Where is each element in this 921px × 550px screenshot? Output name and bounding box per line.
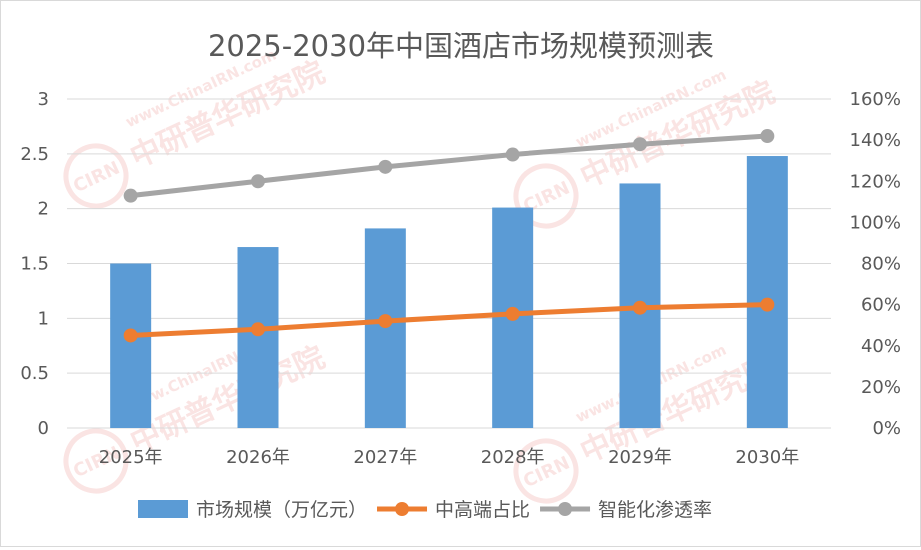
line-point [633, 137, 647, 152]
legend-marker [558, 502, 573, 516]
x-tick-label: 2030年 [735, 447, 799, 468]
legend-label: 市场规模（万亿元） [196, 499, 367, 521]
right-tick-label: 100% [850, 212, 901, 233]
left-axis-ticks: 0 0.5 1 1.5 2 2.5 3 [20, 89, 49, 439]
legend-marker [395, 502, 410, 516]
right-tick-label: 80% [861, 254, 901, 275]
watermark-logo-ring [63, 143, 129, 209]
bar-series [110, 156, 788, 428]
line-point [760, 297, 775, 312]
line-point [505, 147, 520, 162]
bar [746, 156, 788, 428]
watermark-logo-ring [63, 428, 129, 494]
line-point [123, 188, 138, 203]
legend: 市场规模（万亿元） 中高端占比 智能化渗透率 [138, 499, 712, 521]
x-tick-label: 2028年 [481, 447, 545, 468]
right-tick-label: 120% [850, 171, 901, 192]
x-tick-label: 2026年 [226, 447, 290, 468]
right-tick-label: 20% [861, 377, 901, 398]
left-tick-label: 0 [38, 418, 49, 439]
left-tick-label: 2 [38, 199, 49, 220]
left-tick-label: 1.5 [20, 254, 49, 275]
line-point [760, 129, 775, 144]
right-tick-label: 40% [861, 336, 901, 357]
left-tick-label: 1 [38, 308, 49, 329]
line-point [505, 306, 520, 321]
right-tick-label: 140% [850, 130, 901, 151]
right-tick-label: 0% [872, 418, 901, 439]
x-axis-ticks: 2025年 2026年 2027年 2028年 2029年 2030年 [99, 447, 799, 468]
watermark-logo-ring [513, 438, 579, 504]
left-tick-label: 3 [38, 89, 49, 110]
x-tick-label: 2027年 [353, 447, 417, 468]
line-point [633, 300, 647, 315]
chart-title: 2025-2030年中国酒店市场规模预测表 [208, 29, 714, 63]
bar [237, 247, 279, 428]
bar [364, 228, 406, 428]
series-line [128, 302, 770, 338]
bar [110, 263, 152, 428]
series-line [128, 133, 770, 199]
line-series [123, 129, 775, 343]
left-tick-label: 2.5 [20, 144, 49, 165]
line-point [251, 174, 265, 189]
right-tick-label: 60% [861, 295, 901, 316]
line-point [378, 159, 393, 174]
legend-label: 智能化渗透率 [598, 499, 712, 521]
line-point [378, 314, 393, 329]
right-axis-ticks: 0% 20% 40% 60% 80% 100% 120% 140% 160% [850, 89, 901, 439]
left-tick-label: 0.5 [20, 363, 49, 384]
line-point [123, 328, 138, 343]
x-tick-label: 2025年 [99, 447, 163, 468]
x-tick-label: 2029年 [608, 447, 672, 468]
legend-label: 中高端占比 [435, 499, 530, 521]
right-tick-label: 160% [850, 89, 901, 110]
line-point [251, 322, 265, 337]
legend-swatch [138, 500, 188, 518]
